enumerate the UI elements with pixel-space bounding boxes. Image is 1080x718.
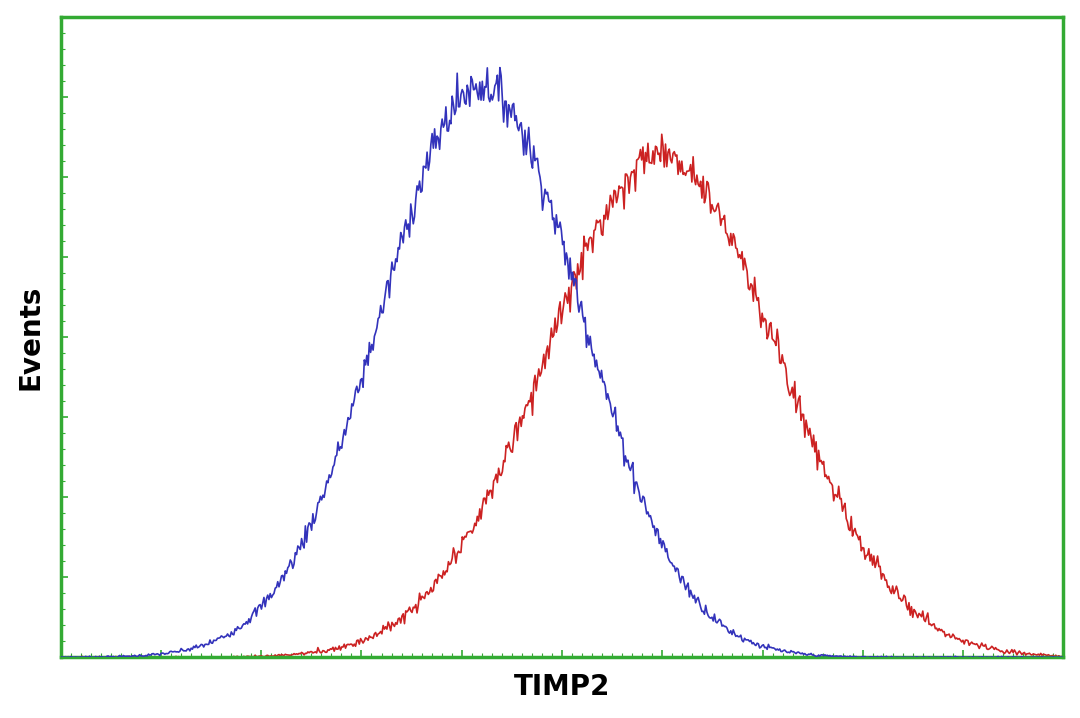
Y-axis label: Events: Events — [16, 284, 44, 390]
X-axis label: TIMP2: TIMP2 — [514, 673, 610, 701]
